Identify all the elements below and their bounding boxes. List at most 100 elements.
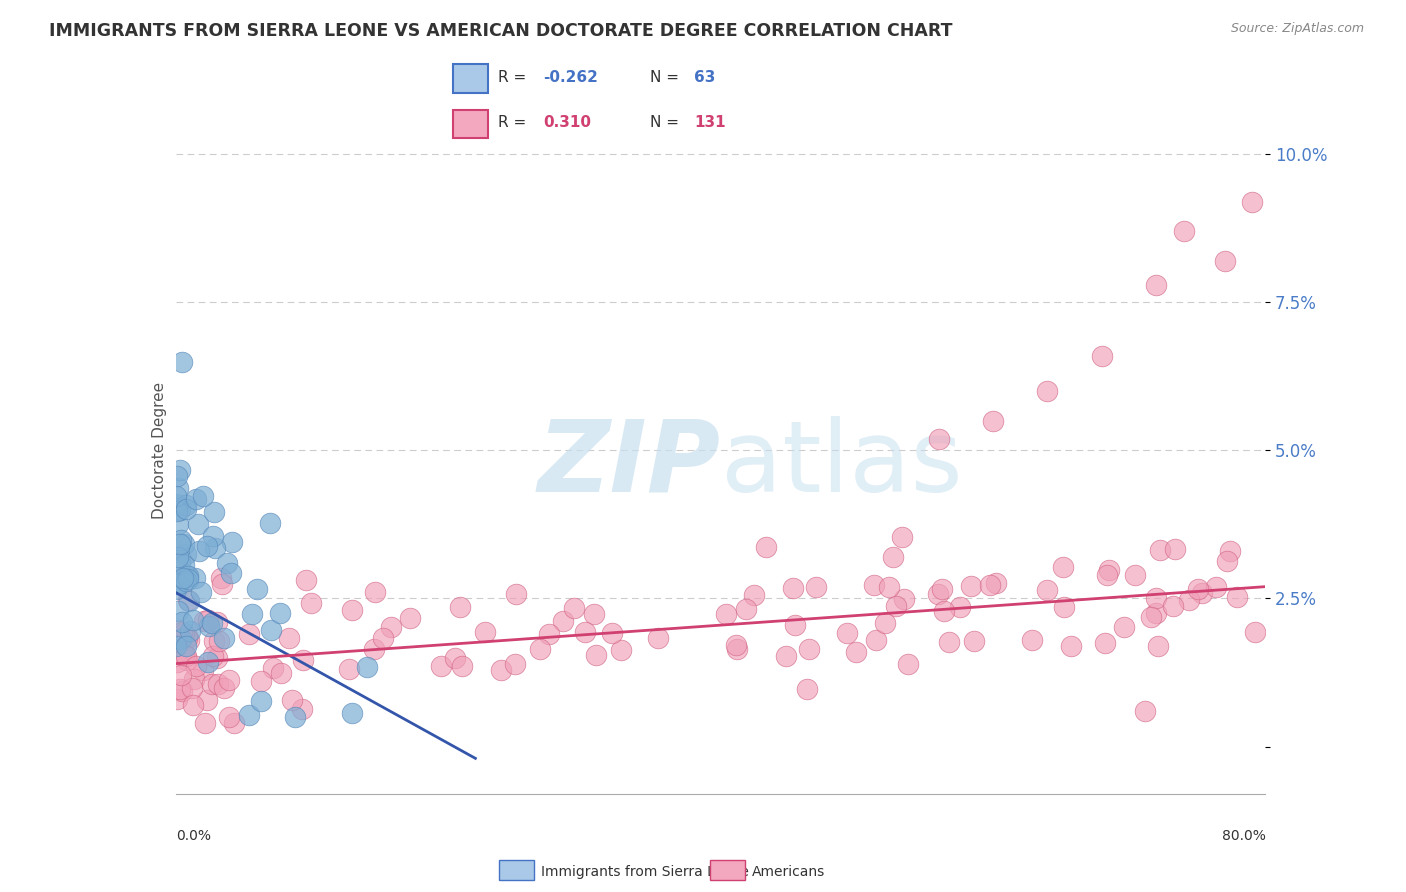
- Point: [169, 502, 191, 516]
- Point: [191, 489, 214, 503]
- Point: [1149, 543, 1171, 558]
- Point: [180, 681, 202, 696]
- Point: [177, 569, 200, 583]
- Point: [215, 556, 238, 570]
- Point: [184, 659, 207, 673]
- Point: [931, 582, 953, 596]
- Point: [166, 504, 188, 518]
- Point: [212, 681, 235, 696]
- Point: [250, 693, 273, 707]
- Point: [782, 581, 804, 595]
- Point: [449, 600, 471, 615]
- Point: [716, 607, 738, 622]
- Text: N =: N =: [650, 115, 683, 130]
- Point: [1135, 704, 1157, 718]
- Point: [167, 575, 190, 590]
- Point: [184, 571, 207, 585]
- Point: [165, 634, 187, 648]
- Point: [755, 540, 778, 554]
- Point: [1144, 277, 1167, 292]
- Point: [207, 677, 229, 691]
- Point: [169, 681, 191, 696]
- Point: [775, 648, 797, 663]
- Point: [529, 642, 551, 657]
- Point: [1178, 593, 1201, 607]
- Point: [201, 677, 224, 691]
- Point: [981, 414, 1004, 428]
- Point: [1187, 582, 1209, 596]
- Bar: [453, 64, 488, 93]
- Point: [1053, 600, 1076, 615]
- Point: [503, 657, 526, 671]
- Point: [170, 668, 193, 682]
- Text: R =: R =: [498, 115, 531, 130]
- Point: [259, 516, 281, 530]
- Point: [176, 632, 198, 646]
- Text: 131: 131: [695, 115, 725, 130]
- Point: [177, 593, 200, 607]
- Point: [195, 692, 218, 706]
- Point: [166, 499, 188, 513]
- Point: [1240, 194, 1263, 209]
- Point: [363, 642, 385, 657]
- Point: [166, 582, 188, 596]
- Point: [205, 615, 228, 629]
- Point: [201, 649, 224, 664]
- Point: [845, 645, 868, 659]
- Point: [173, 558, 195, 572]
- Point: [1226, 591, 1249, 605]
- Point: [1052, 560, 1074, 574]
- Point: [291, 702, 314, 716]
- Point: [882, 550, 904, 565]
- Point: [208, 634, 231, 648]
- Point: [201, 615, 224, 630]
- Point: [170, 533, 193, 547]
- Point: [224, 715, 246, 730]
- Point: [474, 625, 496, 640]
- Point: [295, 573, 318, 587]
- Point: [238, 627, 260, 641]
- Text: 0.310: 0.310: [543, 115, 591, 130]
- Point: [218, 673, 240, 687]
- Point: [1216, 554, 1239, 568]
- Point: [537, 626, 560, 640]
- Point: [837, 625, 859, 640]
- Point: [1123, 567, 1146, 582]
- Point: [166, 549, 188, 564]
- Point: [804, 580, 827, 594]
- Point: [165, 640, 187, 654]
- Point: [197, 613, 219, 627]
- Point: [262, 661, 284, 675]
- Point: [194, 715, 217, 730]
- Point: [165, 497, 187, 511]
- Point: [1139, 609, 1161, 624]
- Point: [647, 631, 669, 645]
- Point: [167, 481, 190, 495]
- Point: [242, 607, 264, 622]
- Point: [928, 432, 950, 446]
- Point: [1173, 224, 1195, 238]
- Text: N =: N =: [650, 70, 683, 86]
- Point: [174, 547, 197, 561]
- Point: [209, 571, 232, 585]
- Point: [337, 662, 360, 676]
- Point: [174, 639, 197, 653]
- Point: [170, 625, 193, 640]
- Point: [173, 625, 195, 640]
- Point: [181, 698, 204, 712]
- Point: [783, 618, 806, 632]
- Point: [201, 529, 224, 543]
- Point: [167, 623, 190, 637]
- Text: R =: R =: [498, 70, 531, 86]
- Point: [193, 663, 215, 677]
- Point: [897, 657, 920, 671]
- Point: [1036, 384, 1059, 399]
- Point: [562, 601, 585, 615]
- Point: [169, 463, 191, 477]
- Point: [1021, 633, 1043, 648]
- Point: [169, 557, 191, 571]
- Point: [742, 588, 765, 602]
- Point: [1091, 349, 1114, 363]
- Point: [356, 660, 378, 674]
- Point: [1219, 544, 1241, 558]
